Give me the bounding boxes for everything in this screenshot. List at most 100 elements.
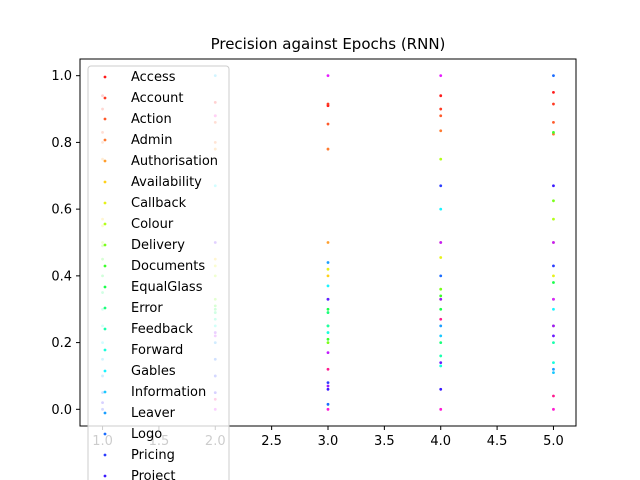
data-point — [326, 387, 330, 391]
data-point — [326, 324, 330, 328]
legend-label: Leaver — [131, 406, 176, 421]
data-point — [326, 261, 330, 264]
legend-marker — [103, 306, 107, 310]
data-point — [326, 337, 330, 341]
legend-label: Documents — [131, 259, 205, 274]
legend-marker — [103, 327, 107, 331]
data-point — [326, 147, 330, 151]
data-point — [326, 407, 330, 411]
data-point — [326, 331, 330, 334]
data-point — [552, 281, 555, 284]
data-point — [552, 241, 555, 244]
legend-label: Account — [131, 91, 184, 106]
legend-marker — [103, 390, 107, 394]
data-point — [552, 341, 555, 344]
data-point — [326, 274, 330, 278]
y-tick-label: 0.8 — [51, 136, 72, 151]
legend-label: EqualGlass — [131, 280, 203, 295]
data-point — [552, 307, 555, 311]
legend-marker — [103, 285, 107, 289]
data-point — [439, 94, 443, 98]
legend-marker — [103, 96, 107, 100]
data-point — [326, 74, 330, 78]
data-point — [439, 107, 443, 111]
data-point — [326, 384, 330, 388]
y-tick-label: 1.0 — [51, 69, 72, 84]
legend-marker — [103, 138, 107, 142]
data-point — [552, 407, 555, 411]
data-point — [552, 361, 555, 365]
data-point — [552, 334, 555, 338]
legend-label: Information — [131, 385, 206, 400]
data-point — [326, 122, 330, 126]
legend-label: Error — [131, 301, 163, 316]
legend-label: Access — [131, 70, 176, 85]
data-point — [552, 131, 555, 134]
legend-marker — [103, 453, 107, 457]
data-point — [552, 217, 555, 221]
legend-label: Colour — [131, 217, 174, 232]
y-tick-label: 0.4 — [51, 269, 72, 284]
legend-marker — [103, 264, 107, 268]
data-point — [439, 334, 443, 338]
data-point — [439, 364, 443, 368]
data-point — [439, 157, 443, 161]
data-point — [439, 294, 443, 298]
legend-marker — [103, 411, 107, 415]
y-tick-label: 0.2 — [51, 336, 72, 351]
data-point — [439, 324, 443, 328]
y-axis-ticks: 0.0 0.2 0.4 0.6 0.8 1.0 — [51, 69, 80, 418]
data-point — [552, 324, 555, 328]
legend-label: Action — [131, 112, 172, 127]
data-point — [326, 351, 330, 354]
data-point — [552, 90, 555, 94]
data-point — [439, 361, 443, 365]
data-point — [439, 387, 443, 391]
legend-marker — [103, 432, 107, 436]
data-point — [439, 184, 443, 188]
legend-marker — [103, 243, 107, 247]
data-point — [552, 394, 555, 398]
data-point — [326, 367, 330, 371]
data-point — [439, 307, 443, 311]
legend-marker — [103, 201, 107, 205]
legend-label: Delivery — [131, 238, 185, 253]
data-point — [439, 256, 443, 259]
data-point — [439, 129, 443, 133]
data-point — [326, 341, 330, 344]
legend-label: Admin — [131, 133, 172, 148]
legend-marker — [103, 117, 107, 121]
legend-box — [87, 65, 230, 480]
x-tick-label: 2.5 — [261, 434, 282, 449]
legend-label: Callback — [131, 196, 187, 211]
data-point — [439, 207, 443, 211]
data-point — [326, 297, 330, 301]
x-tick-label: 5.0 — [543, 434, 564, 449]
data-point — [439, 341, 443, 344]
legend-marker — [103, 75, 107, 79]
data-point — [552, 264, 555, 268]
data-point — [552, 199, 555, 203]
legend-label: Availability — [131, 175, 202, 190]
y-tick-label: 0.0 — [51, 403, 72, 418]
data-point — [326, 102, 330, 106]
data-point — [439, 241, 443, 244]
data-point — [552, 102, 555, 106]
data-point — [552, 274, 555, 278]
legend-marker — [103, 180, 107, 184]
legend: Access Account Action Admin Authorisation Ava… — [87, 65, 230, 480]
x-tick-label: 3.0 — [318, 434, 339, 449]
legend-marker — [103, 369, 107, 373]
data-point — [439, 297, 443, 301]
legend-marker — [103, 348, 107, 352]
data-point — [439, 74, 443, 78]
legend-label: Gables — [131, 364, 176, 379]
legend-marker — [103, 474, 107, 478]
data-point — [439, 407, 443, 411]
data-point — [326, 402, 330, 406]
data-point — [439, 274, 443, 278]
data-point — [552, 184, 555, 188]
legend-label: Project — [131, 469, 175, 480]
